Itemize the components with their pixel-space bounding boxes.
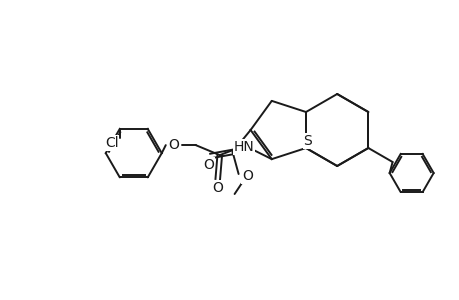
Text: HN: HN (233, 140, 253, 154)
Text: S: S (303, 134, 312, 148)
Text: O: O (212, 181, 223, 195)
Text: O: O (168, 138, 179, 152)
Text: O: O (241, 169, 252, 183)
Text: Cl: Cl (105, 136, 118, 150)
Text: O: O (203, 158, 213, 172)
